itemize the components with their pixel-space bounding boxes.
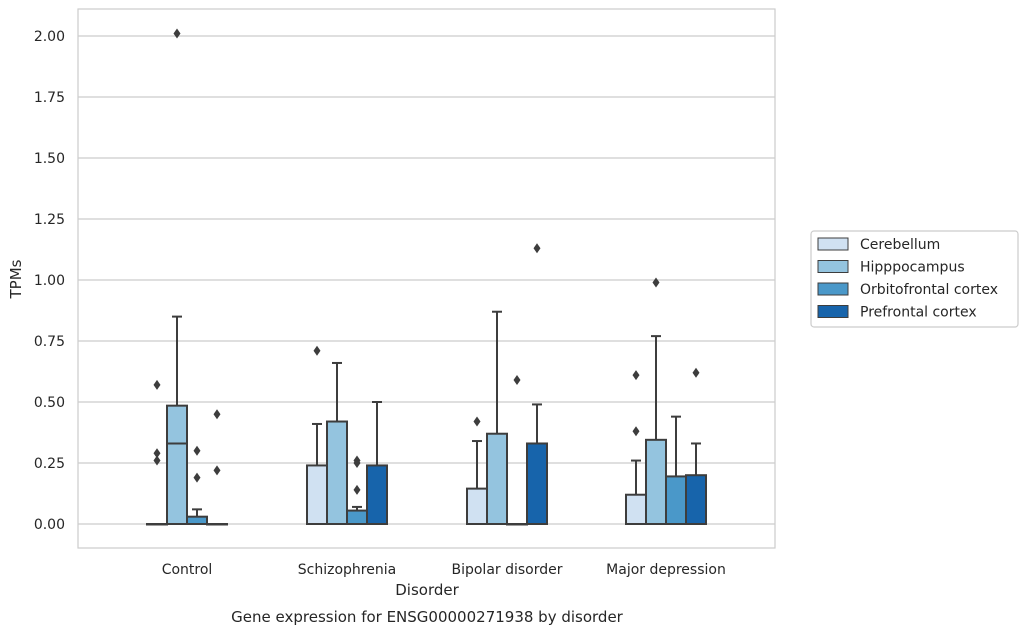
plot-frame	[77, 8, 776, 549]
legend-entry: Hipppocampus	[860, 260, 965, 276]
box-group	[506, 375, 528, 526]
outlier-point	[173, 28, 181, 39]
outlier-point	[313, 345, 321, 356]
box	[685, 474, 707, 526]
x-tick-label: Major depression	[606, 562, 726, 578]
box	[486, 432, 508, 525]
outlier-point	[153, 448, 161, 459]
outlier-point	[533, 243, 541, 254]
outlier-point	[153, 379, 161, 390]
y-tick-label: 1.50	[34, 151, 65, 167]
box	[665, 475, 687, 526]
outlier-point	[473, 416, 481, 427]
y-tick-label: 1.75	[34, 90, 65, 106]
box-group	[526, 243, 548, 526]
box-group	[206, 409, 228, 526]
marks-layer	[146, 28, 707, 526]
y-tick-label: 0.75	[34, 334, 65, 350]
y-tick-label: 1.25	[34, 212, 65, 228]
box-group	[166, 28, 188, 525]
outlier-point	[213, 409, 221, 420]
legend-swatch	[817, 237, 849, 251]
box-group	[326, 361, 348, 525]
x-tick-label: Schizophrenia	[298, 562, 396, 578]
grid-layer	[78, 35, 775, 525]
box-group	[645, 277, 667, 526]
box-group	[685, 367, 707, 526]
box-group	[306, 345, 328, 526]
legend-swatch	[817, 305, 849, 318]
legend: Cerebellum Hipppocampus Orbitofrontal cort…	[810, 230, 1019, 328]
box	[366, 464, 388, 526]
outlier-point	[153, 455, 161, 466]
box-group	[346, 455, 368, 525]
box-group	[366, 401, 388, 526]
legend-swatch	[817, 260, 849, 273]
outlier-point	[193, 472, 201, 483]
outlier-point	[213, 465, 221, 476]
box	[166, 404, 188, 525]
outlier-point	[353, 458, 361, 468]
chart-caption: Gene expression for ENSG00000271938 by d…	[231, 608, 624, 626]
box-group	[186, 445, 208, 525]
outlier-point	[632, 426, 640, 437]
outlier-point	[692, 367, 700, 378]
y-tick-label: 2.00	[34, 29, 65, 45]
box	[526, 442, 548, 526]
box-group	[486, 310, 508, 525]
outlier-point	[193, 445, 201, 456]
legend-entry: Orbitofrontal cortex	[860, 282, 998, 298]
box	[186, 515, 208, 525]
y-axis-label: TPMs	[7, 259, 25, 299]
x-ticks: Control Schizophrenia Bipolar disorder Majo…	[162, 562, 726, 578]
outlier-point	[353, 484, 361, 495]
y-tick-label: 0.50	[34, 395, 65, 411]
y-tick-label: 0.25	[34, 456, 65, 472]
box	[645, 438, 667, 526]
legend-entry: Cerebellum	[860, 237, 940, 253]
legend-swatch	[817, 282, 849, 296]
outlier-point	[513, 375, 521, 386]
box-group	[466, 416, 488, 525]
box	[346, 509, 368, 525]
legend-entry: Prefrontal cortex	[860, 305, 977, 321]
box	[306, 464, 328, 526]
x-tick-label: Bipolar disorder	[451, 562, 562, 578]
legend-frame	[810, 230, 1019, 328]
box-group	[625, 370, 647, 526]
y-ticks: 0.00 0.25 0.50 0.75 1.00 1.25 1.50 1.75 2.00	[34, 29, 65, 533]
y-tick-label: 1.00	[34, 273, 65, 289]
box	[326, 420, 348, 525]
x-tick-label: Control	[162, 562, 213, 578]
box	[625, 493, 647, 526]
x-axis-label: Disorder	[395, 581, 459, 599]
box	[466, 487, 488, 525]
outlier-point	[632, 370, 640, 381]
outlier-point	[652, 277, 660, 288]
y-tick-label: 0.00	[34, 517, 65, 533]
box-group	[665, 415, 687, 526]
